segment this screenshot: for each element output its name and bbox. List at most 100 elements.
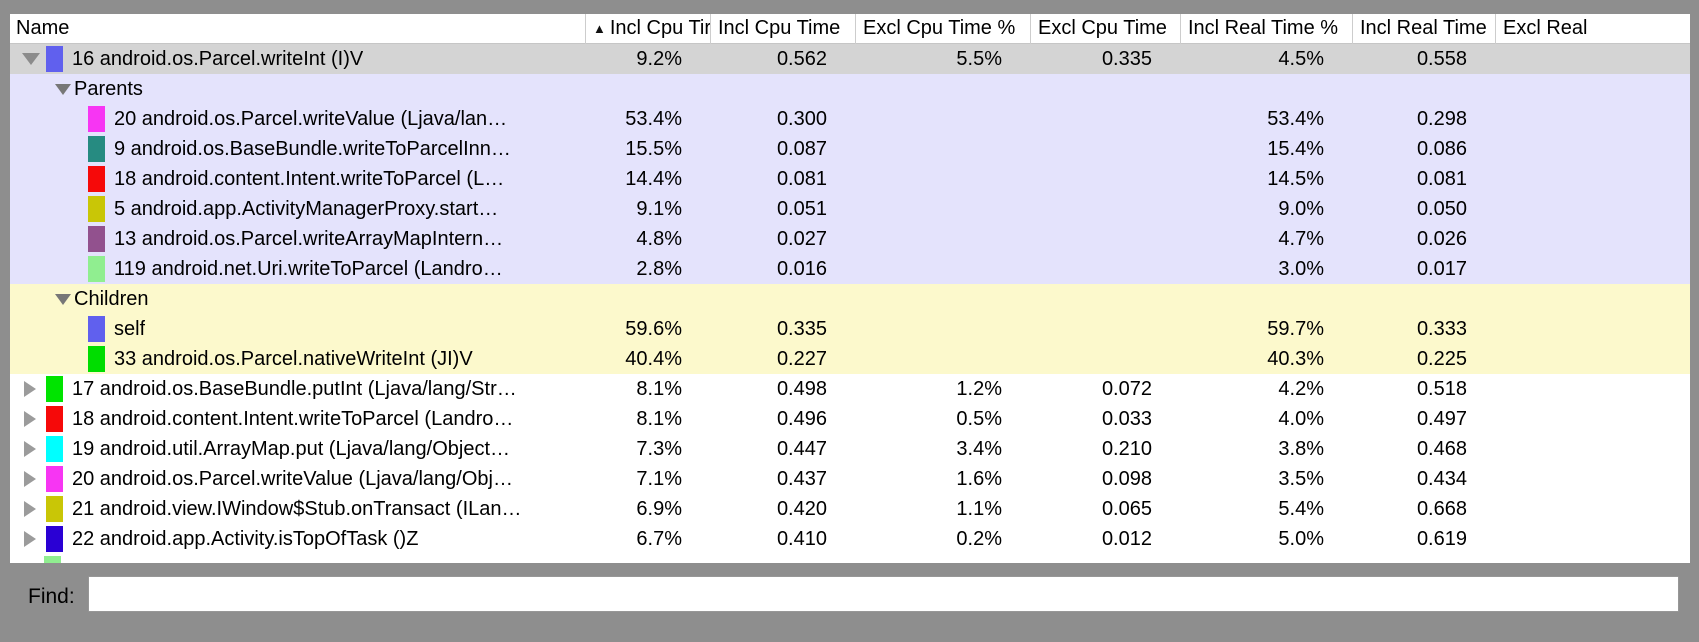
cell-incl-real-time: 0.333 — [1416, 317, 1467, 340]
table-row[interactable]: 119 android.net.Uri.writeToParcel (Landr… — [10, 254, 1690, 284]
find-input[interactable] — [88, 576, 1679, 612]
cell-excl-cpu-time-pct: 1.2% — [956, 377, 1002, 400]
row-label: 33 android.os.Parcel.nativeWriteInt (JI)… — [114, 347, 473, 370]
row-name-cell: 20 android.os.Parcel.writeValue (Ljava/l… — [10, 104, 585, 134]
table-row[interactable]: 13 android.os.Parcel.writeArrayMapIntern… — [10, 224, 1690, 254]
cell-incl-real-time-pct: 15.4% — [1267, 137, 1324, 160]
row-label: 20 android.os.Parcel.writeValue (Ljava/l… — [114, 107, 508, 130]
table-row[interactable]: 5 android.app.ActivityManagerProxy.start… — [10, 194, 1690, 224]
table-row[interactable]: Parents — [10, 74, 1690, 104]
cell-incl-real-time-pct: 5.0% — [1278, 527, 1324, 550]
cell-excl-cpu-time: 0.335 — [1101, 47, 1152, 70]
expand-triangle-icon[interactable] — [24, 441, 36, 457]
method-color-swatch — [88, 316, 105, 342]
row-label: self — [114, 317, 146, 340]
column-header-incl-real-time-pct[interactable]: Incl Real Time % — [1180, 14, 1352, 44]
column-header-incl-real-time[interactable]: Incl Real Time — [1352, 14, 1495, 44]
collapse-triangle-icon[interactable] — [55, 83, 71, 95]
row-name-cell: 21 android.view.IWindow$Stub.onTransact … — [10, 494, 585, 524]
column-header-name-label: Name — [16, 17, 70, 39]
cell-incl-cpu-time: 0.300 — [776, 107, 827, 130]
expand-triangle-icon[interactable] — [24, 501, 36, 517]
table-row[interactable]: 33 android.os.Parcel.nativeWriteInt (JI)… — [10, 344, 1690, 374]
find-label: Find: — [28, 585, 75, 608]
column-header-incl-cpu-time[interactable]: Incl Cpu Time — [710, 14, 855, 44]
table-row[interactable]: 19 android.util.ArrayMap.put (Ljava/lang… — [10, 434, 1690, 464]
row-label: 17 android.os.BaseBundle.putInt (Ljava/l… — [72, 377, 517, 400]
cell-incl-cpu-time: 0.051 — [776, 197, 827, 220]
column-header-label: Excl Real — [1503, 17, 1588, 39]
method-color-swatch — [88, 166, 105, 192]
cell-incl-real-time-pct: 4.7% — [1278, 227, 1324, 250]
method-color-swatch — [88, 136, 105, 162]
row-label: 9 android.os.BaseBundle.writeToParcelInn… — [114, 137, 511, 160]
collapse-triangle-icon[interactable] — [22, 53, 40, 65]
column-header-label: Incl Cpu Time — [718, 17, 841, 39]
table-row[interactable]: 20 android.os.Parcel.writeValue (Ljava/l… — [10, 464, 1690, 494]
cell-incl-cpu-time: 0.410 — [776, 527, 827, 550]
cell-incl-real-time: 0.468 — [1416, 437, 1467, 460]
expand-triangle-icon[interactable] — [24, 411, 36, 427]
cell-incl-real-time-pct: 9.0% — [1278, 197, 1324, 220]
expand-triangle-icon[interactable] — [24, 471, 36, 487]
row-label: 13 android.os.Parcel.writeArrayMapIntern… — [114, 227, 504, 250]
cell-excl-cpu-time: 0.098 — [1101, 467, 1152, 490]
cell-incl-cpu-time-pct: 6.7% — [636, 527, 682, 550]
table-row[interactable]: Children — [10, 284, 1690, 314]
table-row[interactable]: 21 android.view.IWindow$Stub.onTransact … — [10, 494, 1690, 524]
cell-incl-cpu-time-pct: 15.5% — [625, 137, 682, 160]
table-row[interactable]: 9 android.os.BaseBundle.writeToParcelInn… — [10, 134, 1690, 164]
table-row[interactable]: 20 android.os.Parcel.writeValue (Ljava/l… — [10, 104, 1690, 134]
cell-excl-cpu-time-pct: 0.5% — [956, 407, 1002, 430]
sort-ascending-icon: ▲ — [593, 21, 606, 36]
cell-incl-cpu-time: 0.016 — [776, 257, 827, 280]
method-color-swatch — [46, 466, 63, 492]
row-name-cell: 16 android.os.Parcel.writeInt (I)V — [10, 44, 585, 74]
row-name-cell: 17 android.os.BaseBundle.putInt (Ljava/l… — [10, 374, 585, 404]
cell-incl-real-time: 0.017 — [1416, 257, 1467, 280]
row-name-cell: 19 android.util.ArrayMap.put (Ljava/lang… — [10, 434, 585, 464]
method-color-swatch — [46, 526, 63, 552]
row-label: 18 android.content.Intent.writeToParcel … — [114, 167, 505, 190]
expand-triangle-icon[interactable] — [24, 381, 36, 397]
table-row[interactable]: 18 android.content.Intent.writeToParcel … — [10, 404, 1690, 434]
cell-excl-cpu-time-pct: 1.6% — [956, 467, 1002, 490]
cell-incl-cpu-time-pct: 9.1% — [636, 197, 682, 220]
table-row[interactable]: 22 android.app.Activity.isTopOfTask ()Z … — [10, 524, 1690, 554]
column-header-excl-cpu-time-pct[interactable]: Excl Cpu Time % — [855, 14, 1030, 44]
table-row[interactable]: 18 android.content.Intent.writeToParcel … — [10, 164, 1690, 194]
method-color-swatch — [46, 46, 63, 72]
cell-incl-cpu-time-pct: 59.6% — [625, 317, 682, 340]
column-header-label: Incl Cpu Tir — [609, 17, 710, 39]
row-label: 5 android.app.ActivityManagerProxy.start… — [114, 197, 499, 220]
row-label: 20 android.os.Parcel.writeValue (Ljava/l… — [72, 467, 513, 490]
cell-incl-real-time-pct: 4.2% — [1278, 377, 1324, 400]
column-header-excl-real-time[interactable]: Excl Real — [1495, 14, 1690, 44]
profile-table-panel: Name ▲ Incl Cpu Tir Incl Cpu Time Excl C… — [10, 14, 1690, 563]
table-row[interactable]: 17 android.os.BaseBundle.putInt (Ljava/l… — [10, 374, 1690, 404]
column-header-label: Incl Real Time % — [1188, 17, 1339, 39]
cell-incl-cpu-time: 0.335 — [776, 317, 827, 340]
cell-excl-cpu-time-pct: 5.5% — [956, 47, 1002, 70]
row-label: 21 android.view.IWindow$Stub.onTransact … — [72, 497, 522, 520]
cell-incl-real-time: 0.619 — [1416, 527, 1467, 550]
column-header-name[interactable]: Name — [10, 14, 585, 44]
cell-excl-cpu-time: 0.033 — [1101, 407, 1152, 430]
table-row[interactable] — [10, 554, 1690, 563]
column-header-incl-cpu-time-pct[interactable]: ▲ Incl Cpu Tir — [585, 14, 710, 44]
cell-incl-real-time-pct: 14.5% — [1267, 167, 1324, 190]
table-row[interactable]: 16 android.os.Parcel.writeInt (I)V 9.2% … — [10, 44, 1690, 74]
table-row[interactable]: self 59.6% 0.335 59.7% 0.333 — [10, 314, 1690, 344]
expand-triangle-icon[interactable] — [24, 531, 36, 547]
method-color-swatch — [46, 436, 63, 462]
column-header-excl-cpu-time[interactable]: Excl Cpu Time — [1030, 14, 1180, 44]
collapse-triangle-icon[interactable] — [55, 293, 71, 305]
cell-incl-cpu-time: 0.027 — [776, 227, 827, 250]
cell-incl-real-time-pct: 5.4% — [1278, 497, 1324, 520]
cell-incl-cpu-time-pct: 14.4% — [625, 167, 682, 190]
method-color-swatch — [44, 556, 61, 563]
cell-incl-cpu-time: 0.498 — [776, 377, 827, 400]
cell-incl-real-time: 0.050 — [1416, 197, 1467, 220]
cell-incl-cpu-time: 0.227 — [776, 347, 827, 370]
cell-incl-real-time: 0.518 — [1416, 377, 1467, 400]
